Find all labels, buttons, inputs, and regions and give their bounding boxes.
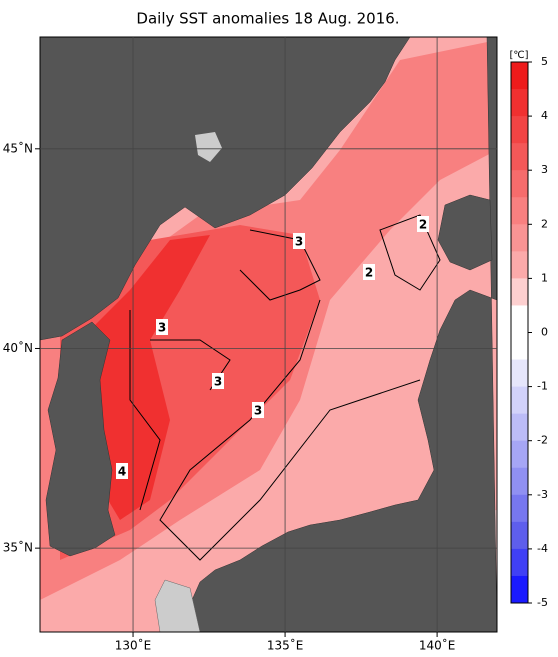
y-tick-label: 40˚N — [3, 340, 33, 355]
colorbar-band — [511, 89, 528, 117]
island — [154, 579, 201, 632]
contour-line — [239, 229, 321, 301]
x-tick-label: 135˚E — [267, 638, 304, 653]
colorbar-band — [511, 467, 528, 496]
colorbar-band — [511, 143, 528, 171]
contour-label: 4 — [118, 465, 126, 479]
colorbar-tick-label: 4 — [541, 109, 548, 122]
colorbar-band — [511, 413, 528, 442]
contour-label: 3 — [158, 321, 166, 335]
map-area — [40, 37, 497, 632]
contour-label: 3 — [214, 375, 222, 389]
map-title: Daily SST anomalies 18 Aug. 2016. — [136, 10, 399, 28]
colorbar-tick-label: -3 — [537, 488, 548, 501]
y-tick-label: 45˚N — [3, 140, 33, 155]
colorbar-band — [511, 548, 528, 577]
map-frame — [39, 36, 498, 633]
colorbar-band — [511, 575, 528, 604]
colorbar-band — [511, 521, 528, 550]
contour-label-box — [116, 463, 128, 479]
contour-label: 2 — [419, 218, 427, 232]
colorbar-band — [511, 278, 528, 306]
colorbar-tick-label: 1 — [541, 271, 548, 284]
colorbar-tick-label: -2 — [537, 434, 548, 447]
colorbar-band — [511, 251, 528, 279]
contour-label-box — [212, 373, 224, 389]
colorbar-band — [511, 440, 528, 469]
lake — [195, 132, 222, 162]
colorbar-band — [511, 116, 528, 144]
land — [40, 37, 411, 341]
colorbar-tick-label: -5 — [537, 596, 548, 609]
x-tick-label: 140˚E — [419, 638, 456, 653]
colorbar-band — [511, 170, 528, 198]
colorbar-tick-label: 3 — [541, 163, 548, 176]
colorbar-band — [511, 332, 528, 361]
colorbar-band — [511, 359, 528, 388]
contour-label: 3 — [254, 404, 262, 418]
colorbar-band — [511, 224, 528, 252]
colorbar-band — [511, 305, 528, 333]
x-tick-label: 130˚E — [115, 638, 152, 653]
colorbar-tick-label: -1 — [537, 380, 548, 393]
land — [437, 194, 493, 271]
contour-label-box — [363, 264, 375, 280]
colorbar-tick-label: 2 — [541, 217, 548, 230]
y-tick-label: 35˚N — [3, 540, 33, 555]
colorbar-unit: [℃] — [509, 50, 528, 61]
colorbar-tick-label: -4 — [537, 542, 548, 555]
contour-label: 2 — [365, 266, 373, 280]
contour-line — [379, 214, 441, 291]
colorbar-tick-label: 0 — [541, 326, 548, 339]
colorbar-tick-label: 5 — [541, 55, 548, 68]
colorbar-band — [511, 197, 528, 225]
contour-label-box — [252, 402, 264, 418]
contour-label-box — [156, 319, 168, 335]
colorbar-band — [511, 386, 528, 415]
land — [191, 37, 497, 632]
contour-label-box — [293, 233, 305, 249]
contour-label: 3 — [295, 235, 303, 249]
contour-line — [159, 299, 421, 561]
contour-line — [129, 310, 161, 511]
sea-warmest — [90, 235, 210, 520]
colorbar-band — [511, 494, 528, 523]
land — [45, 321, 116, 557]
contour-label-box — [417, 216, 429, 232]
colorbar-band — [511, 62, 528, 90]
